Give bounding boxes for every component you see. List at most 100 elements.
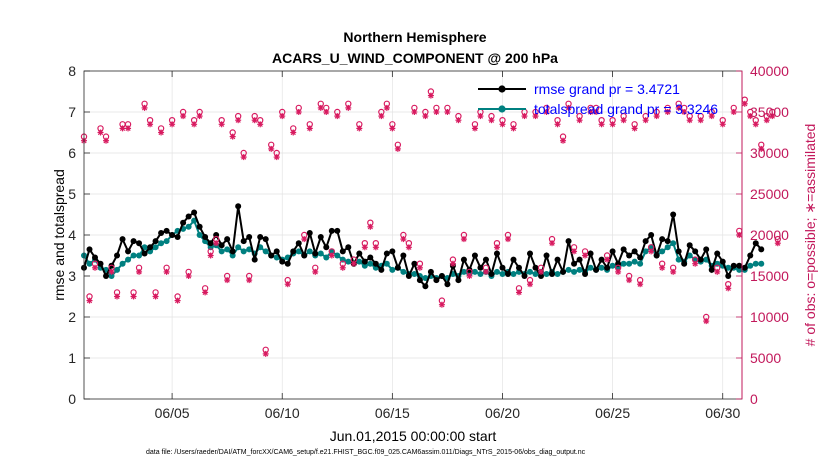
obs-assimilated-marker — [405, 244, 412, 251]
legend-label: totalspread grand pr = 3.3246 — [534, 101, 718, 117]
rmse-point — [471, 252, 478, 259]
y-tick-label-right: 25000 — [750, 186, 789, 202]
rmse-point — [576, 256, 583, 263]
rmse-point — [747, 252, 754, 259]
obs-assimilated-marker — [714, 268, 721, 275]
obs-assimilated-marker — [97, 129, 104, 136]
rmse-point — [648, 232, 655, 238]
legend: rmse grand pr = 3.4721 totalspread grand … — [478, 81, 718, 117]
rmse-point — [328, 227, 335, 234]
obs-assimilated-marker — [306, 125, 313, 132]
obs-assimilated-marker — [125, 125, 132, 132]
obs-assimilated-marker — [510, 125, 517, 132]
obs-assimilated-marker — [455, 117, 462, 124]
obs-assimilated-marker — [207, 252, 214, 259]
rmse-point — [549, 270, 556, 277]
obs-assimilated-marker — [747, 113, 754, 120]
rmse-point — [312, 250, 319, 257]
spread-point — [224, 246, 231, 253]
obs-assimilated-marker — [92, 264, 99, 271]
spread-point — [477, 270, 484, 277]
obs-assimilated-marker — [136, 268, 143, 275]
x-tick-label: 06/05 — [155, 405, 190, 421]
obs-assimilated-marker — [741, 100, 748, 107]
rmse-point — [240, 238, 247, 245]
obs-assimilated-marker — [334, 113, 341, 120]
obs-assimilated-marker — [675, 104, 682, 111]
obs-assimilated-marker — [114, 293, 121, 300]
spread-point — [108, 273, 115, 279]
rmse-point — [389, 248, 396, 255]
spread-point — [218, 248, 225, 255]
spread-point — [637, 260, 644, 267]
rmse-point — [334, 227, 341, 234]
spread-point — [576, 266, 583, 273]
obs-assimilated-marker — [323, 109, 330, 115]
spread-point — [422, 275, 429, 282]
rmse-point — [670, 211, 677, 218]
rmse-point — [493, 250, 500, 257]
spread-point — [471, 268, 478, 275]
obs-assimilated-marker — [141, 104, 148, 111]
spread-point — [262, 248, 269, 255]
obs-assimilated-marker — [593, 109, 600, 115]
legend-label: rmse grand pr = 3.4721 — [534, 81, 680, 97]
rmse-point — [97, 260, 104, 267]
obs-assimilated-marker — [350, 260, 357, 267]
rmse-point — [185, 213, 192, 220]
obs-assimilated-marker — [477, 113, 484, 120]
obs-assimilated-marker — [763, 117, 770, 124]
rmse-point — [593, 266, 600, 273]
spread-point — [527, 268, 534, 275]
rmse-point — [565, 238, 572, 245]
obs-assimilated-marker — [598, 121, 605, 128]
y-tick-label-left: 7 — [68, 104, 76, 120]
rmse-point — [543, 252, 550, 259]
rmse-point — [251, 256, 258, 263]
y-tick-label-left: 6 — [68, 145, 76, 161]
rmse-point — [482, 256, 489, 263]
obs-assimilated-marker — [444, 109, 451, 115]
obs-assimilated-marker — [295, 109, 302, 115]
y-tick-label-right: 20000 — [750, 227, 789, 243]
obs-assimilated-marker — [196, 113, 203, 120]
rmse-point — [686, 242, 693, 249]
obs-assimilated-marker — [235, 117, 242, 124]
rmse-point — [703, 246, 710, 253]
obs-assimilated-marker — [378, 113, 385, 120]
rmse-point — [708, 266, 715, 273]
y-axis-label-left: rmse and totalspread — [51, 169, 67, 301]
rmse-point — [136, 240, 143, 247]
rmse-line — [83, 206, 763, 289]
rmse-point — [427, 268, 434, 275]
obs-assimilated-marker — [251, 117, 258, 124]
obs-assimilated-marker — [653, 113, 660, 120]
spread-point — [119, 260, 126, 267]
rmse-point — [587, 250, 594, 257]
spread-point — [510, 270, 517, 277]
rmse-point — [736, 262, 743, 269]
obs-assimilated-marker — [604, 256, 611, 263]
x-tick-label: 06/30 — [705, 405, 740, 421]
obs-assimilated-marker — [620, 117, 627, 124]
obs-assimilated-marker — [339, 264, 346, 271]
obs-assimilated-marker — [576, 117, 583, 124]
rmse-point — [323, 244, 330, 251]
obs-assimilated-marker — [383, 104, 390, 111]
obs-assimilated-marker — [460, 236, 467, 243]
obs-assimilated-marker — [394, 145, 401, 152]
rmse-point — [659, 236, 666, 243]
y-tick-label-left: 5 — [68, 186, 76, 202]
obs-assimilated-marker — [659, 264, 666, 271]
rmse-point — [499, 264, 506, 271]
obs-assimilated-marker — [565, 104, 572, 111]
obs-assimilated-marker — [719, 121, 726, 128]
obs-assimilated-marker — [769, 113, 776, 120]
y-tick-label-left: 2 — [68, 309, 76, 325]
spread-point — [196, 232, 203, 238]
rmse-point — [400, 252, 407, 259]
rmse-point — [180, 219, 187, 226]
rmse-point — [692, 248, 699, 255]
rmse-point — [730, 262, 737, 269]
